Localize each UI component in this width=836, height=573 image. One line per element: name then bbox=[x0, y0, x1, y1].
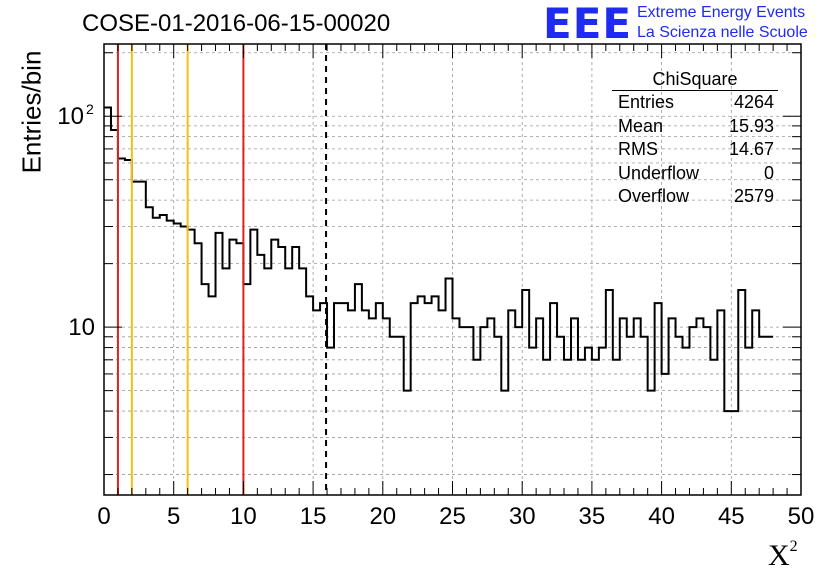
stats-value: 15.93 bbox=[728, 115, 774, 136]
y-tick-label: 10 bbox=[68, 314, 95, 341]
brand-line-1: Extreme Energy Events bbox=[637, 4, 806, 21]
stats-title: ChiSquare bbox=[612, 68, 778, 91]
x-tick-label: 50 bbox=[788, 503, 815, 530]
x-axis-label-base: X bbox=[768, 539, 790, 572]
reference-lines bbox=[116, 44, 328, 495]
stats-row-rms: RMS 14.67 bbox=[612, 138, 778, 162]
stats-value: 2579 bbox=[733, 186, 774, 206]
brand-line-2: La Scienza nelle Scuole bbox=[637, 24, 808, 41]
stats-row-overflow: Overflow 2579 bbox=[612, 185, 778, 209]
stats-value: 0 bbox=[763, 162, 774, 183]
x-tick-label: 35 bbox=[579, 503, 606, 530]
x-tick-label: 5 bbox=[167, 503, 180, 530]
stats-label: Underflow bbox=[618, 162, 700, 183]
eee-logo: EEE bbox=[543, 0, 633, 48]
y-tick-label-superscript: 2 bbox=[86, 101, 94, 117]
y-tick-label: 10 bbox=[57, 103, 84, 130]
stats-value: 4264 bbox=[733, 92, 774, 112]
x-tick-label: 40 bbox=[648, 503, 675, 530]
stats-label: RMS bbox=[618, 139, 658, 159]
x-tick-label: 45 bbox=[718, 503, 745, 530]
stats-row-entries: Entries 4264 bbox=[612, 91, 778, 115]
x-tick-label: 10 bbox=[230, 503, 257, 530]
stats-row-underflow: Underflow 0 bbox=[612, 162, 778, 186]
axis-ticks bbox=[103, 44, 802, 495]
x-tick-label: 25 bbox=[439, 503, 466, 530]
x-tick-label: 15 bbox=[300, 503, 327, 530]
stats-label: Mean bbox=[618, 115, 664, 136]
x-tick-label: 30 bbox=[509, 503, 536, 530]
histogram-series bbox=[104, 106, 774, 413]
x-axis-label-superscript: 2 bbox=[789, 538, 798, 555]
stats-box: ChiSquare Entries 4264 Mean 15.93 RMS 14… bbox=[612, 68, 778, 209]
x-tick-label: 0 bbox=[97, 503, 110, 530]
histogram-line bbox=[104, 106, 774, 413]
x-axis-label: X2 bbox=[768, 538, 798, 573]
run-title: COSE-01-2016-06-15-00020 bbox=[82, 10, 391, 37]
stats-row-mean: Mean 15.93 bbox=[612, 115, 778, 139]
stats-label: Overflow bbox=[618, 186, 690, 206]
x-tick-label: 20 bbox=[369, 503, 396, 530]
stats-value: 14.67 bbox=[728, 139, 774, 159]
stats-label: Entries bbox=[618, 92, 675, 112]
x-tick-labels: 0 5 10 15 20 25 30 35 40 45 50 bbox=[97, 503, 814, 530]
y-axis-label: Entries/bin bbox=[16, 50, 47, 174]
